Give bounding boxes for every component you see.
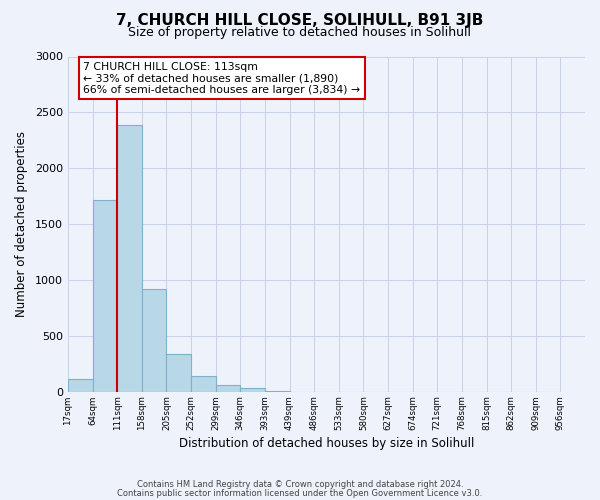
Bar bbox=[92, 200, 117, 392]
Text: 7, CHURCH HILL CLOSE, SOLIHULL, B91 3JB: 7, CHURCH HILL CLOSE, SOLIHULL, B91 3JB bbox=[116, 12, 484, 28]
X-axis label: Distribution of detached houses by size in Solihull: Distribution of detached houses by size … bbox=[179, 437, 474, 450]
Bar bbox=[215, 385, 240, 392]
Bar bbox=[142, 290, 166, 393]
Bar bbox=[68, 379, 92, 392]
Bar bbox=[240, 388, 265, 392]
Text: 7 CHURCH HILL CLOSE: 113sqm
← 33% of detached houses are smaller (1,890)
66% of : 7 CHURCH HILL CLOSE: 113sqm ← 33% of det… bbox=[83, 62, 361, 94]
Y-axis label: Number of detached properties: Number of detached properties bbox=[15, 132, 28, 318]
Bar bbox=[117, 125, 142, 392]
Text: Size of property relative to detached houses in Solihull: Size of property relative to detached ho… bbox=[128, 26, 472, 39]
Bar bbox=[191, 376, 215, 392]
Bar bbox=[166, 354, 191, 393]
Text: Contains HM Land Registry data © Crown copyright and database right 2024.: Contains HM Land Registry data © Crown c… bbox=[137, 480, 463, 489]
Text: Contains public sector information licensed under the Open Government Licence v3: Contains public sector information licen… bbox=[118, 488, 482, 498]
